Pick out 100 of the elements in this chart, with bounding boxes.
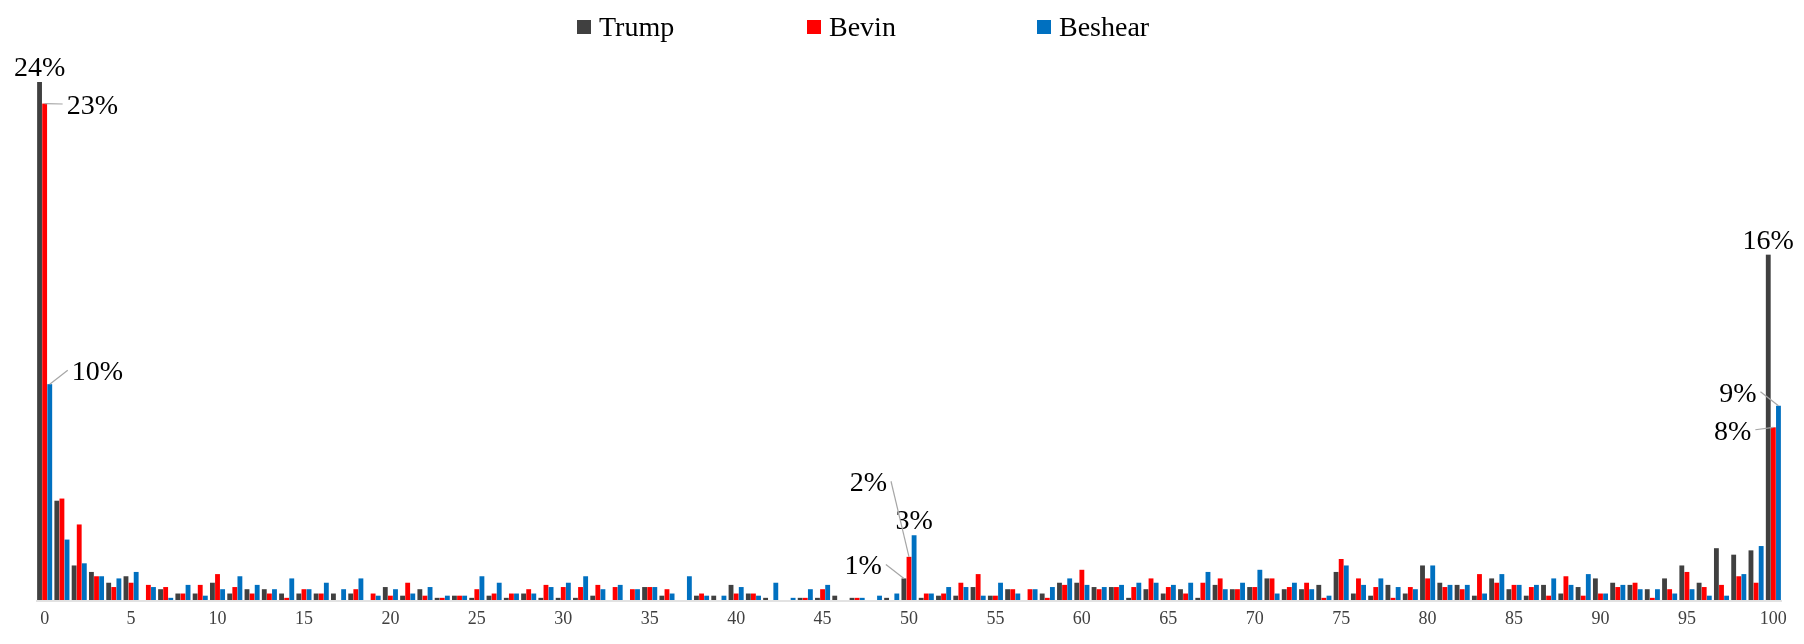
bar (99, 576, 105, 600)
bar (94, 576, 99, 600)
bar (1454, 584, 1460, 600)
bar (1776, 405, 1781, 600)
bar (583, 576, 589, 600)
bar (1672, 593, 1678, 600)
bar (1108, 587, 1114, 600)
bar (1373, 587, 1379, 600)
bar (1153, 582, 1159, 600)
bar (37, 82, 42, 600)
bar (197, 584, 203, 600)
x-tick-label: 25 (467, 608, 486, 628)
bar (296, 593, 302, 600)
bar (1395, 587, 1401, 600)
bar (1119, 584, 1124, 600)
bar (133, 571, 139, 600)
bar (1546, 595, 1552, 600)
bar (261, 589, 267, 600)
bar (88, 571, 94, 600)
bar (1603, 593, 1609, 600)
bar (738, 587, 744, 600)
bar (400, 595, 405, 600)
bar (1178, 589, 1183, 600)
bar (555, 597, 561, 600)
bar (1402, 593, 1408, 600)
bar (1222, 589, 1228, 600)
bar (209, 582, 215, 600)
bar (1074, 582, 1080, 600)
bar (1541, 584, 1546, 600)
bar (496, 582, 502, 600)
x-tick-label: 0 (40, 608, 50, 628)
x-tick-label: 50 (900, 608, 918, 628)
bar (434, 597, 440, 600)
bar (521, 593, 527, 600)
x-tick-label: 5 (126, 608, 136, 628)
bar (595, 584, 601, 600)
x-tick-label: 40 (727, 608, 746, 628)
bar (313, 593, 319, 600)
bar (1736, 576, 1742, 600)
bar (825, 584, 831, 600)
bar (1701, 587, 1707, 600)
bar (763, 597, 769, 600)
bar (163, 587, 169, 600)
bar (854, 597, 860, 600)
bar (237, 576, 243, 600)
bar (266, 593, 272, 600)
bar (382, 587, 388, 600)
bar (669, 593, 675, 600)
bar (1667, 589, 1673, 600)
bar (1257, 569, 1263, 600)
bar (232, 587, 238, 600)
bar (1679, 565, 1685, 600)
bar (1067, 578, 1073, 600)
bar (151, 587, 156, 600)
bar (1464, 584, 1470, 600)
bar (54, 500, 60, 600)
bar (457, 595, 462, 600)
bar (462, 595, 468, 600)
bar (1195, 597, 1201, 600)
bar (1309, 589, 1315, 600)
bar (202, 595, 208, 600)
x-tick-label: 100 (1759, 608, 1787, 628)
bar (953, 595, 959, 600)
bar (128, 582, 134, 600)
bar (1217, 578, 1223, 600)
bar (1684, 571, 1690, 600)
bar (1644, 589, 1650, 600)
bar (635, 589, 640, 600)
x-tick-label: 75 (1332, 608, 1351, 628)
bar (289, 578, 295, 600)
bar (81, 563, 87, 600)
bar (444, 595, 450, 600)
bar (158, 589, 163, 600)
bar (928, 593, 934, 600)
bar (417, 589, 423, 600)
x-tick-label: 45 (813, 608, 832, 628)
bar (923, 593, 929, 600)
bar (756, 595, 761, 600)
bar (1758, 546, 1764, 600)
bar (859, 597, 865, 600)
bar (911, 535, 917, 600)
bar (790, 597, 796, 600)
data-label: 3% (895, 504, 933, 536)
bar (491, 593, 497, 600)
bar (894, 593, 900, 600)
bar (1494, 582, 1500, 600)
bar (1057, 582, 1062, 600)
bar (1032, 589, 1038, 600)
bar (1247, 587, 1253, 600)
legend-label: Beshear (1059, 11, 1150, 42)
x-tick-label: 20 (381, 608, 400, 628)
bar (1459, 589, 1465, 600)
legend-label: Bevin (829, 11, 896, 42)
bar (1062, 584, 1068, 600)
bar (1575, 587, 1581, 600)
bar (573, 597, 578, 600)
bar (1304, 582, 1310, 600)
bar (1477, 574, 1482, 600)
bar (405, 582, 411, 600)
bar (1437, 582, 1443, 600)
